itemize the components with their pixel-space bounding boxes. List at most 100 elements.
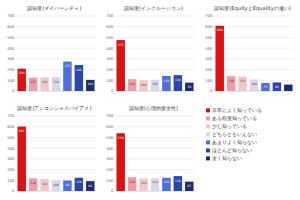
legend-label: どちらともいえない xyxy=(212,132,257,137)
data-label: 75 xyxy=(264,85,268,89)
bar xyxy=(63,181,71,192)
data-label: 208 xyxy=(19,71,25,75)
bar xyxy=(238,77,246,91)
bar xyxy=(29,78,37,91)
bar xyxy=(273,82,281,91)
bar xyxy=(185,182,193,191)
grid-line xyxy=(115,137,195,138)
grid-line xyxy=(115,126,195,127)
data-label: 122 xyxy=(152,180,158,184)
grid-line xyxy=(115,158,195,159)
grid-line xyxy=(16,58,96,59)
tick-label: 500 xyxy=(7,135,15,140)
chart-title: 認知度(ダイバーシティ) xyxy=(27,5,81,11)
tick-label: 600 xyxy=(106,124,114,129)
tick-label: 400 xyxy=(106,46,114,51)
grid-line xyxy=(214,48,294,49)
bar xyxy=(17,69,25,91)
bar xyxy=(29,178,37,191)
tick-label: 200 xyxy=(205,67,213,72)
grid-line xyxy=(214,37,294,38)
chart-panel: 認知度(EquityとEqualityの違い)01002003004005006… xyxy=(205,5,294,93)
bar xyxy=(86,80,94,91)
tick-label: 500 xyxy=(7,35,15,40)
data-label: 87 xyxy=(187,184,191,188)
tick-label: 400 xyxy=(7,146,15,151)
data-label: 118 xyxy=(141,181,147,185)
bar xyxy=(75,65,83,91)
bar xyxy=(52,180,60,191)
data-label: 100 xyxy=(53,183,59,187)
data-label: 124 xyxy=(76,180,82,184)
tick-label: 300 xyxy=(7,156,15,161)
data-label: 139 xyxy=(175,179,181,183)
legend-label: あまりよく知らない xyxy=(212,139,257,145)
grid-line xyxy=(115,48,195,49)
tick-label: 400 xyxy=(205,46,213,51)
tick-label: 500 xyxy=(106,35,114,40)
bar xyxy=(227,76,235,91)
bar xyxy=(261,83,269,91)
bar xyxy=(86,181,94,191)
legend-swatch xyxy=(206,108,210,112)
legend-label: 少し知っている xyxy=(212,123,247,129)
grid-line xyxy=(16,169,96,170)
tick-label: 100 xyxy=(7,178,15,183)
tick-label: 500 xyxy=(205,35,213,40)
tick-label: 600 xyxy=(205,24,213,29)
grid-line xyxy=(214,16,294,17)
tick-label: 0 xyxy=(12,88,15,93)
data-label: 275 xyxy=(65,64,71,68)
chart-title: 認知度(EquityとEqualityの違い) xyxy=(214,5,290,12)
data-label: 125 xyxy=(30,80,36,84)
grid-line xyxy=(214,26,294,27)
chart-panel: 認知度(心理的安全性)01002003004005006007005391291… xyxy=(106,105,195,193)
grid-line xyxy=(115,169,195,170)
bar xyxy=(185,83,193,91)
data-label: 100 xyxy=(141,83,147,87)
grid-line xyxy=(16,69,96,70)
bar xyxy=(162,76,170,91)
bar xyxy=(139,178,147,191)
grid-line xyxy=(16,126,96,127)
legend: 非常によく知っているある程度知っている少し知っているどちらともいえないあまりよく… xyxy=(206,107,262,161)
bar xyxy=(151,80,159,91)
data-label: 78 xyxy=(187,85,191,89)
legend-swatch xyxy=(206,156,210,160)
bar xyxy=(128,177,136,191)
bar xyxy=(40,179,48,191)
tick-label: 200 xyxy=(7,167,15,172)
legend-label: ほとんど知らない xyxy=(212,147,252,153)
tick-label: 100 xyxy=(205,78,213,83)
grid-line xyxy=(16,48,96,49)
data-label: 92 xyxy=(88,184,92,188)
legend-swatch xyxy=(206,140,210,144)
tick-label: 400 xyxy=(7,46,15,51)
data-label: 110 xyxy=(42,182,48,186)
bar xyxy=(162,178,170,191)
tick-label: 600 xyxy=(7,124,15,129)
bar xyxy=(52,77,60,91)
tick-label: 300 xyxy=(106,156,114,161)
tick-label: 600 xyxy=(106,24,114,29)
data-label: 609 xyxy=(217,28,223,32)
tick-label: 0 xyxy=(111,88,114,93)
bar xyxy=(284,85,292,91)
tick-label: 100 xyxy=(106,78,114,83)
tick-label: 100 xyxy=(106,178,114,183)
bar xyxy=(250,79,258,91)
data-label: 118 xyxy=(30,181,36,185)
bars xyxy=(116,40,193,91)
grid-line xyxy=(16,158,96,159)
legend-swatch xyxy=(206,124,210,128)
tick-label: 400 xyxy=(106,146,114,151)
bar xyxy=(116,133,124,191)
chart-title: 認知度(インクルージョン) xyxy=(124,5,183,11)
legend-swatch xyxy=(206,116,210,120)
tick-label: 0 xyxy=(111,188,114,193)
bar xyxy=(17,127,25,191)
tick-label: 100 xyxy=(7,78,15,83)
grid-line xyxy=(115,16,195,17)
tick-label: 500 xyxy=(106,135,114,140)
tick-label: 600 xyxy=(7,24,15,29)
